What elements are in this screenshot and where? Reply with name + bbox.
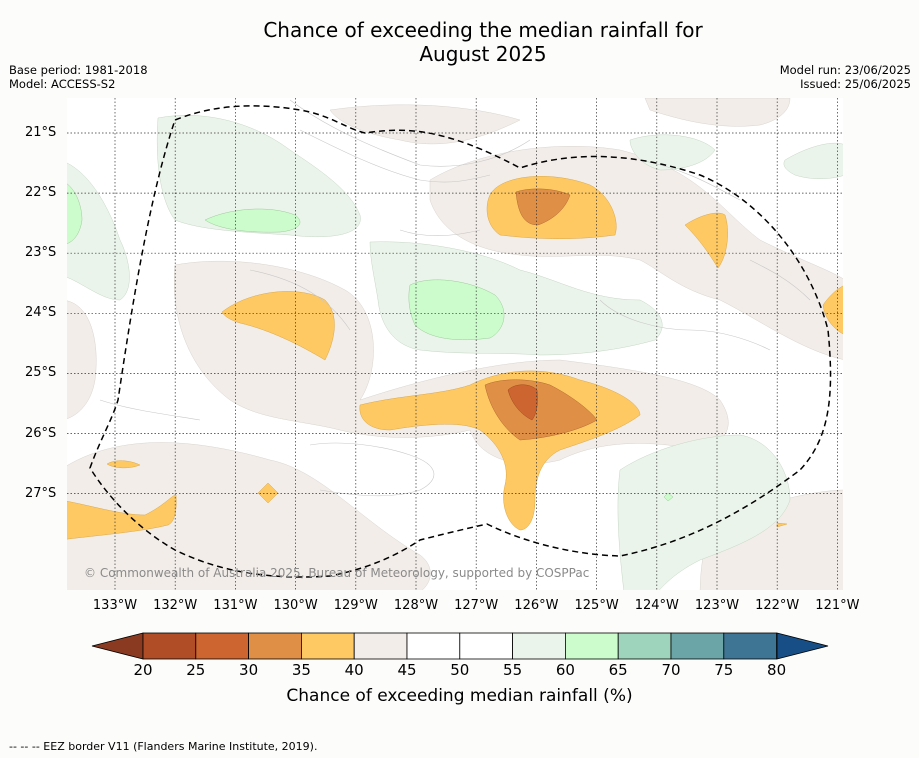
lon-label: 125°W [574, 598, 619, 613]
title-line-2: August 2025 [419, 42, 547, 66]
colorbar-box [142, 632, 197, 660]
region-55-60 [67, 115, 843, 590]
colorbar-tick-label: 45 [397, 661, 417, 679]
region-25-30 [507, 384, 538, 421]
lat-label: 24°S [25, 305, 57, 321]
colorbar-extend-high [776, 632, 829, 660]
lon-label: 122°W [755, 598, 800, 613]
colorbar-tick-label: 35 [291, 661, 311, 679]
lon-label: 130°W [273, 598, 318, 613]
colorbar-tick-label: 50 [450, 661, 470, 679]
title-line-1: Chance of exceeding the median rainfall … [263, 18, 703, 42]
lat-label: 21°S [25, 125, 57, 140]
model-name: Model: ACCESS-S2 [9, 77, 116, 91]
lon-label: 132°W [153, 598, 198, 613]
colorbar-tick-label: 40 [344, 661, 364, 679]
lon-label: 126°W [514, 598, 559, 613]
colorbar-tick-label: 25 [186, 661, 206, 679]
lon-label: 129°W [333, 598, 378, 613]
colorbar-box [565, 632, 619, 660]
colorbar-tick-label: 55 [503, 661, 523, 679]
base-period: Base period: 1981-2018 [9, 63, 148, 77]
chart-title: Chance of exceeding the median rainfall … [0, 18, 919, 66]
lon-label: 127°W [454, 598, 499, 613]
lon-label: 131°W [213, 598, 258, 613]
lat-label: 27°S [25, 485, 57, 501]
eez-border [89, 105, 832, 578]
meta-right: Model run: 23/06/2025 Issued: 25/06/2025 [780, 63, 911, 91]
gridlines [67, 98, 843, 590]
colorbar-box [459, 632, 513, 660]
colorbar-tick-label: 60 [555, 661, 575, 679]
colorbar-box [512, 632, 566, 660]
colorbar-box [248, 632, 302, 660]
region-60-65 [67, 183, 674, 502]
meta-left: Base period: 1981-2018 Model: ACCESS-S2 [9, 63, 148, 91]
map-panel: © Commonwealth of Australia 2025, Bureau… [67, 98, 843, 590]
colorbar-box [670, 632, 725, 660]
lon-label: 124°W [634, 598, 679, 613]
lon-label: 128°W [393, 598, 439, 613]
lon-label: 123°W [694, 598, 740, 613]
lat-label: 23°S [25, 245, 57, 261]
copyright-text: © Commonwealth of Australia 2025, Bureau… [84, 566, 589, 580]
colorbar-box [300, 632, 355, 660]
colorbar [91, 632, 829, 660]
colorbar-tick-label: 80 [767, 661, 787, 679]
colorbar-extend-low [91, 632, 144, 660]
lat-label: 25°S [25, 365, 57, 381]
colorbar-box [195, 632, 250, 660]
colorbar-box [406, 632, 461, 660]
colorbar-tick-label: 20 [133, 661, 153, 679]
colorbar-tick-label: 70 [661, 661, 681, 679]
colorbar-box [353, 632, 408, 660]
colorbar-box [723, 632, 777, 660]
colorbar-tick-label: 30 [239, 661, 259, 679]
colorbar-label: Chance of exceeding median rainfall (%) [286, 686, 633, 706]
lat-label: 26°S [25, 425, 57, 441]
colorbar-tick-label: 75 [714, 661, 734, 679]
model-run: Model run: 23/06/2025 [779, 63, 911, 77]
lat-label: 22°S [25, 185, 57, 201]
colorbar-tick-label: 65 [608, 661, 628, 679]
issued-date: Issued: 25/06/2025 [800, 77, 911, 91]
lon-label: 133°W [92, 598, 138, 613]
colorbar-boxes [142, 632, 777, 660]
colorbar-box [617, 632, 672, 660]
lon-label: 121°W [815, 598, 860, 613]
eez-legend: -- -- -- EEZ border V11 (Flanders Marine… [9, 740, 318, 753]
